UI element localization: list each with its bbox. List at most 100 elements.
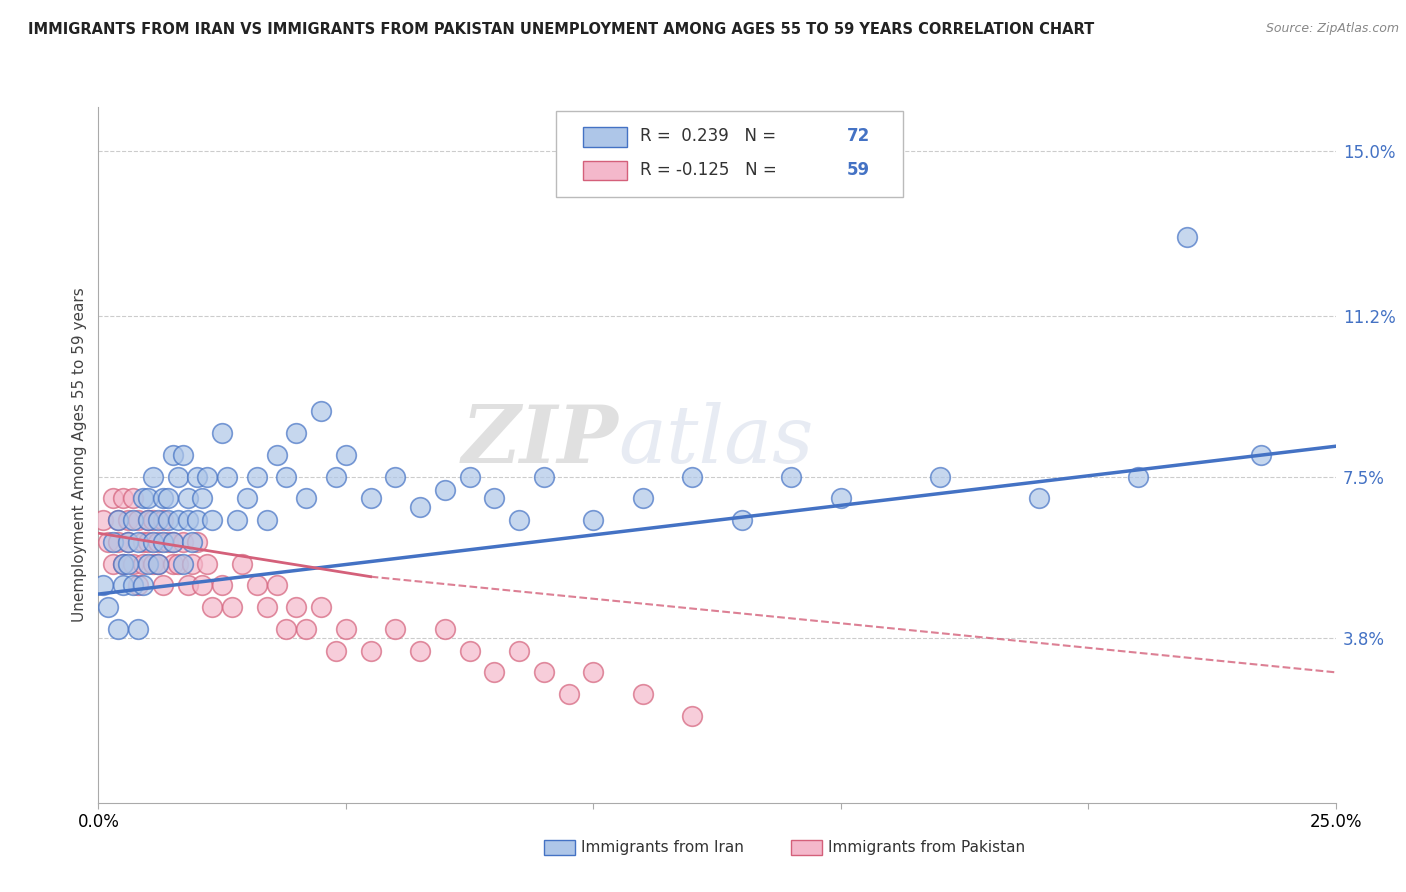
Point xyxy=(103,535,125,549)
Point xyxy=(186,513,208,527)
Text: Immigrants from Iran: Immigrants from Iran xyxy=(581,840,744,855)
Point xyxy=(928,469,950,483)
Point xyxy=(325,643,347,657)
Point xyxy=(557,687,579,701)
FancyBboxPatch shape xyxy=(583,161,627,180)
Point xyxy=(112,491,135,506)
Point xyxy=(191,578,214,592)
FancyBboxPatch shape xyxy=(583,128,627,146)
Point xyxy=(142,557,165,571)
Point xyxy=(458,469,481,483)
Point xyxy=(325,469,347,483)
Point xyxy=(276,622,298,636)
Point xyxy=(93,578,115,592)
Point xyxy=(112,578,135,592)
Point xyxy=(107,535,129,549)
Point xyxy=(166,557,188,571)
Y-axis label: Unemployment Among Ages 55 to 59 years: Unemployment Among Ages 55 to 59 years xyxy=(72,287,87,623)
Point xyxy=(201,513,224,527)
Point xyxy=(156,491,179,506)
Point xyxy=(166,469,188,483)
Point xyxy=(266,448,288,462)
Point xyxy=(172,535,194,549)
Point xyxy=(166,513,188,527)
Text: ZIP: ZIP xyxy=(461,402,619,480)
Point xyxy=(266,578,288,592)
FancyBboxPatch shape xyxy=(544,839,575,855)
Point xyxy=(285,600,308,615)
Point xyxy=(309,404,332,418)
Point xyxy=(384,469,406,483)
Text: R =  0.239   N =: R = 0.239 N = xyxy=(640,128,782,145)
Point xyxy=(97,600,120,615)
Point xyxy=(162,557,184,571)
Point xyxy=(221,600,243,615)
Text: IMMIGRANTS FROM IRAN VS IMMIGRANTS FROM PAKISTAN UNEMPLOYMENT AMONG AGES 55 TO 5: IMMIGRANTS FROM IRAN VS IMMIGRANTS FROM … xyxy=(28,22,1094,37)
Point xyxy=(780,469,803,483)
Point xyxy=(1126,469,1149,483)
Point xyxy=(136,513,159,527)
Point xyxy=(1250,448,1272,462)
Point xyxy=(172,448,194,462)
Point xyxy=(93,513,115,527)
Point xyxy=(211,426,233,441)
Point xyxy=(830,491,852,506)
Point xyxy=(176,513,198,527)
Point xyxy=(146,557,169,571)
Point xyxy=(582,665,605,680)
Point xyxy=(136,535,159,549)
Point xyxy=(117,513,139,527)
Point xyxy=(181,535,204,549)
Point xyxy=(256,600,278,615)
Point xyxy=(136,491,159,506)
Point xyxy=(127,535,149,549)
Point xyxy=(533,665,555,680)
Point xyxy=(122,578,145,592)
Point xyxy=(112,557,135,571)
Point xyxy=(276,469,298,483)
Point xyxy=(582,513,605,527)
Point xyxy=(256,513,278,527)
Point xyxy=(117,535,139,549)
Point xyxy=(186,535,208,549)
Point xyxy=(172,557,194,571)
Point xyxy=(201,600,224,615)
Point xyxy=(533,469,555,483)
Point xyxy=(181,557,204,571)
Text: 59: 59 xyxy=(846,161,870,179)
Point xyxy=(156,535,179,549)
Point xyxy=(335,448,357,462)
Point xyxy=(211,578,233,592)
Point xyxy=(152,491,174,506)
Point xyxy=(127,578,149,592)
Point xyxy=(508,513,530,527)
Point xyxy=(156,513,179,527)
Point xyxy=(146,557,169,571)
Point xyxy=(231,557,253,571)
Point xyxy=(162,448,184,462)
Point xyxy=(142,469,165,483)
Point xyxy=(136,513,159,527)
Point xyxy=(409,643,432,657)
Point xyxy=(295,622,318,636)
Point xyxy=(107,513,129,527)
Point xyxy=(152,513,174,527)
Point xyxy=(226,513,249,527)
Point xyxy=(107,513,129,527)
Point xyxy=(142,513,165,527)
Point xyxy=(97,535,120,549)
Point xyxy=(681,469,703,483)
Point xyxy=(117,557,139,571)
Point xyxy=(146,513,169,527)
Point xyxy=(217,469,239,483)
Point xyxy=(122,557,145,571)
Point xyxy=(122,513,145,527)
Point xyxy=(191,491,214,506)
Text: atlas: atlas xyxy=(619,402,814,480)
Point xyxy=(107,622,129,636)
Point xyxy=(152,535,174,549)
Point xyxy=(631,491,654,506)
FancyBboxPatch shape xyxy=(557,111,903,197)
Point xyxy=(186,469,208,483)
Point xyxy=(631,687,654,701)
